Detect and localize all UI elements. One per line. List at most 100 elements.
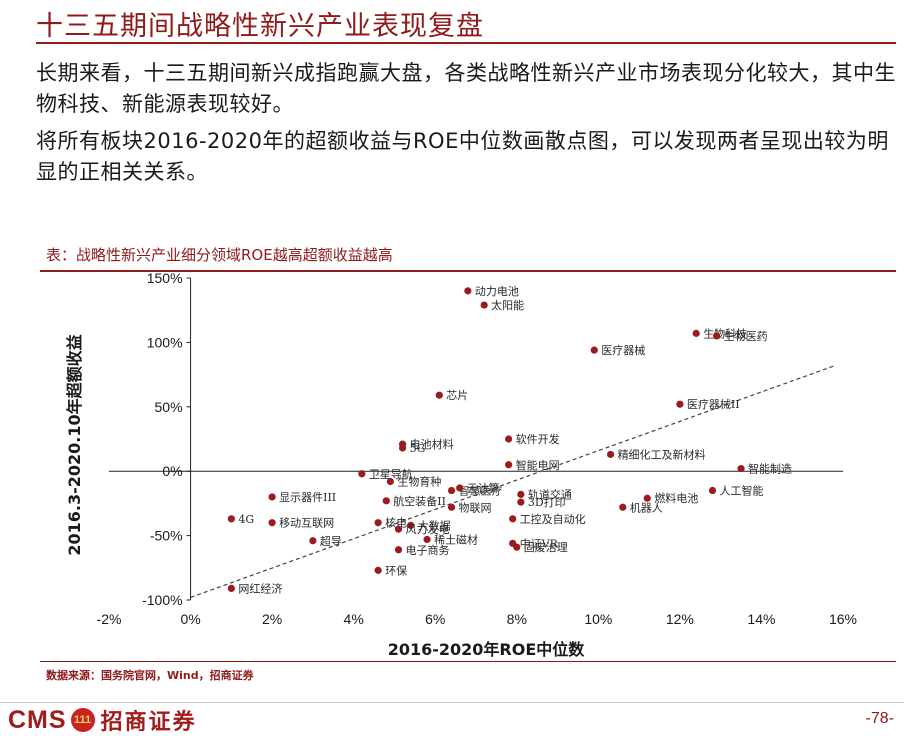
- point-label: 人工智能: [720, 484, 764, 498]
- data-point: [382, 497, 390, 505]
- x-tick-label: 4%: [344, 611, 364, 627]
- point-label: 物联网: [459, 500, 492, 514]
- data-point: [737, 465, 745, 473]
- data-point: [268, 519, 276, 527]
- x-tick-label: 6%: [425, 611, 445, 627]
- page-title: 十三五期间战略性新兴产业表现复盘: [36, 11, 484, 42]
- body-paragraph-1: 长期来看，十三五期间新兴成指跑赢大盘，各类战略性新兴产业市场表现分化较大，其中生…: [36, 61, 896, 116]
- data-point: [394, 525, 403, 533]
- data-point: [480, 301, 488, 309]
- x-tick-label: 0%: [180, 611, 200, 627]
- point-label: 智能制造: [748, 462, 792, 476]
- data-point: [227, 515, 235, 523]
- point-label: 超导: [320, 534, 342, 548]
- x-tick-label: -2%: [97, 611, 122, 627]
- x-tick-label: 2%: [262, 611, 282, 627]
- data-point: [447, 503, 456, 511]
- point-label: 动力电池: [475, 285, 519, 298]
- data-point: [708, 486, 717, 495]
- point-label: 芯片: [446, 388, 468, 402]
- point-label: 航空装备II: [393, 494, 446, 508]
- x-tick-label: 8%: [507, 611, 527, 627]
- logo-badge-icon: 111: [70, 708, 95, 732]
- data-point: [374, 519, 382, 527]
- footer-divider: [0, 702, 904, 703]
- x-tick-label: 10%: [584, 611, 612, 627]
- point-label: 环保: [385, 563, 407, 577]
- data-point: [619, 503, 627, 511]
- data-point: [509, 515, 517, 523]
- point-label: 生物医药: [724, 329, 768, 343]
- data-point: [399, 444, 407, 452]
- y-tick-label: 50%: [155, 399, 183, 415]
- data-point: [505, 461, 513, 469]
- point-label: 工控及自动化: [520, 512, 586, 526]
- point-label: 风力发电: [406, 522, 450, 536]
- data-point: [590, 346, 598, 354]
- y-axis-title: 2016.3-2020.10年超额收益: [65, 334, 84, 555]
- title-divider: [36, 42, 896, 44]
- chart-bottom-divider: [40, 661, 896, 662]
- point-label: 燃料电池: [654, 491, 698, 505]
- point-label: 生物育种: [397, 475, 441, 489]
- point-label: 软件开发: [516, 432, 560, 446]
- data-source: 数据来源：国务院官网，Wind，招商证券: [46, 669, 254, 682]
- x-tick-label: 14%: [747, 611, 775, 627]
- data-point: [309, 537, 317, 545]
- point-label: 4G: [238, 513, 254, 526]
- point-label: 固废治理: [524, 540, 568, 554]
- point-label: 稀土磁材: [434, 532, 478, 546]
- point-label: 智慧医疗: [459, 484, 503, 498]
- data-point: [447, 486, 456, 495]
- data-point: [268, 493, 276, 501]
- point-label: 智能电网: [516, 458, 560, 472]
- point-label: 卫星导航: [369, 467, 413, 481]
- logo-text: CMS: [8, 705, 67, 734]
- point-label: 显示器件III: [279, 491, 336, 504]
- data-point: [513, 543, 521, 551]
- point-label: 精细化工及新材料: [618, 447, 706, 461]
- data-point: [423, 535, 431, 544]
- point-label: 移动互联网: [279, 517, 334, 530]
- data-point: [643, 494, 651, 502]
- x-tick-label: 16%: [829, 611, 857, 627]
- logo-cn-text: 招商证券: [100, 710, 197, 735]
- point-label: 太阳能: [491, 298, 524, 312]
- data-point: [712, 332, 721, 340]
- data-point: [692, 329, 700, 337]
- body-paragraph-2: 将所有板块2016-2020年的超额收益与ROE中位数画散点图，可以发现两者呈现…: [36, 129, 889, 184]
- data-point: [517, 490, 525, 498]
- y-tick-label: 0%: [162, 463, 182, 479]
- chart-caption: 表：战略性新兴产业细分领域ROE越高超额收益越高: [46, 246, 393, 264]
- point-label: 云计算: [467, 481, 500, 495]
- point-label: 医疗器械: [601, 343, 645, 357]
- point-label: 3D打印: [528, 495, 566, 509]
- point-label: 大数据: [418, 518, 451, 532]
- data-point: [227, 584, 235, 593]
- cms-logo: CMS 111 招商证券: [8, 704, 197, 736]
- point-label: 电子商务: [406, 543, 450, 557]
- y-tick-label: -50%: [150, 528, 183, 544]
- scatter-chart: -100% -50% 0% 50% 100% 150% -2% 0% 2% 4% 6% 8% 10% 12…: [65, 270, 857, 659]
- point-label: 网红经济: [238, 581, 282, 595]
- point-label: 轨道交通: [528, 487, 572, 501]
- point-label: 中证VR: [520, 537, 559, 550]
- data-point: [456, 484, 464, 492]
- caption-divider: [40, 270, 896, 272]
- data-point: [358, 470, 366, 478]
- data-point: [517, 498, 525, 506]
- point-label: 5G: [410, 442, 426, 455]
- data-point: [394, 546, 403, 554]
- y-tick-label: 100%: [147, 334, 183, 350]
- y-tick-label: 150%: [147, 270, 183, 286]
- x-tick-label: 12%: [666, 611, 694, 627]
- y-tick-label: -100%: [142, 592, 182, 608]
- x-axis-title: 2016-2020年ROE中位数: [388, 640, 586, 659]
- point-label: 核电: [385, 516, 407, 530]
- data-point: [606, 450, 615, 459]
- point-label: 电池材料: [410, 437, 454, 451]
- data-point: [374, 566, 382, 574]
- data-point: [435, 391, 443, 399]
- page-number: -78-: [865, 710, 894, 727]
- trendline: [190, 365, 836, 598]
